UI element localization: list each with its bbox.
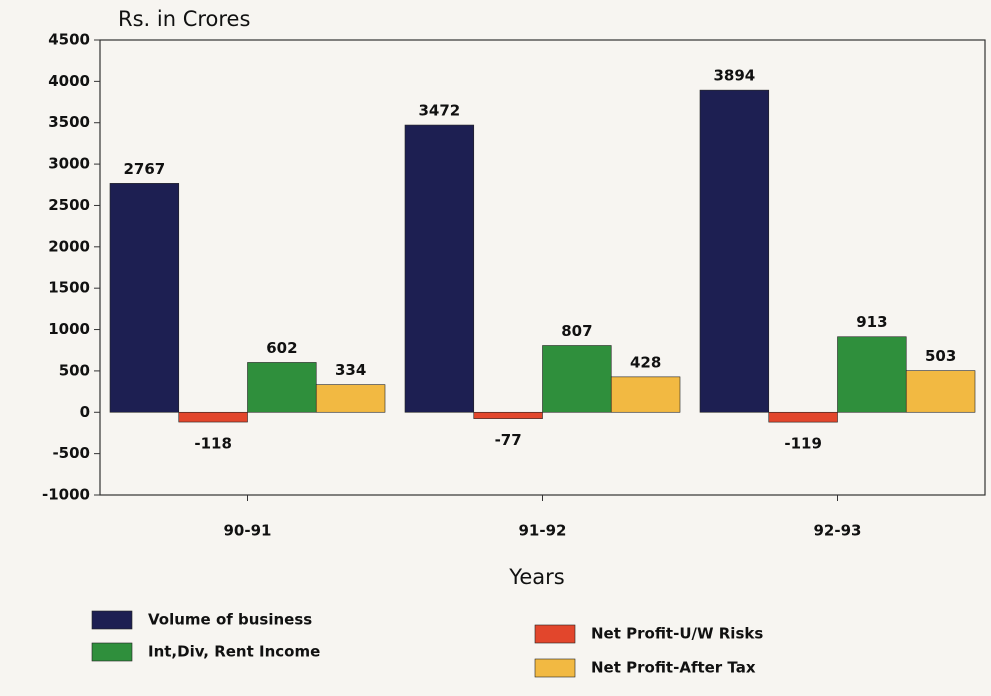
value-label: 3472 <box>419 102 461 120</box>
bar <box>178 411 248 423</box>
chart-title: Rs. in Crores <box>118 7 250 31</box>
value-label: -119 <box>784 435 822 453</box>
bar <box>473 411 543 419</box>
y-tick-label: -500 <box>52 444 90 462</box>
y-tick-label: 2500 <box>48 196 90 214</box>
bar <box>905 370 976 413</box>
y-tick-label: 1500 <box>48 279 90 297</box>
value-label: 913 <box>856 313 887 331</box>
y-tick-label: 3000 <box>48 155 90 173</box>
value-label: 807 <box>561 322 592 340</box>
legend-swatch <box>91 642 133 662</box>
value-label: 334 <box>335 361 366 379</box>
bar <box>404 124 475 413</box>
bar <box>610 376 681 413</box>
value-label: 602 <box>266 339 297 357</box>
value-label: 3894 <box>714 67 756 85</box>
x-tick-label: 90-91 <box>224 522 272 540</box>
y-tick-label: 2000 <box>48 237 90 255</box>
y-tick-label: 3500 <box>48 113 90 131</box>
bar <box>109 183 180 413</box>
value-label: -118 <box>194 435 232 453</box>
value-label: -77 <box>495 431 522 449</box>
bar <box>247 362 317 413</box>
y-tick-label: 0 <box>80 403 90 421</box>
value-label: 503 <box>925 347 956 365</box>
y-tick-label: 4000 <box>48 72 90 90</box>
x-tick-label: 91-92 <box>519 522 567 540</box>
bar <box>768 411 838 423</box>
y-tick-label: 1000 <box>48 320 90 338</box>
bar <box>837 336 907 413</box>
legend-swatch <box>534 658 576 678</box>
legend-label: Int,Div, Rent Income <box>148 643 320 661</box>
bar <box>699 89 770 413</box>
y-tick-label: -1000 <box>42 486 90 504</box>
legend-label: Net Profit-U/W Risks <box>591 625 763 643</box>
x-tick-label: 92-93 <box>814 522 862 540</box>
legend-label: Net Profit-After Tax <box>591 659 756 677</box>
bar <box>542 345 612 413</box>
value-label: 2767 <box>124 160 166 178</box>
value-label: 428 <box>630 353 661 371</box>
y-tick-label: 500 <box>59 361 90 379</box>
x-axis-label: Years <box>508 565 564 589</box>
legend-label: Volume of business <box>148 611 312 629</box>
plot-frame <box>99 39 986 496</box>
legend-swatch <box>91 610 133 630</box>
bar <box>315 384 386 413</box>
legend-swatch <box>534 624 576 644</box>
y-tick-label: 4500 <box>48 31 90 49</box>
